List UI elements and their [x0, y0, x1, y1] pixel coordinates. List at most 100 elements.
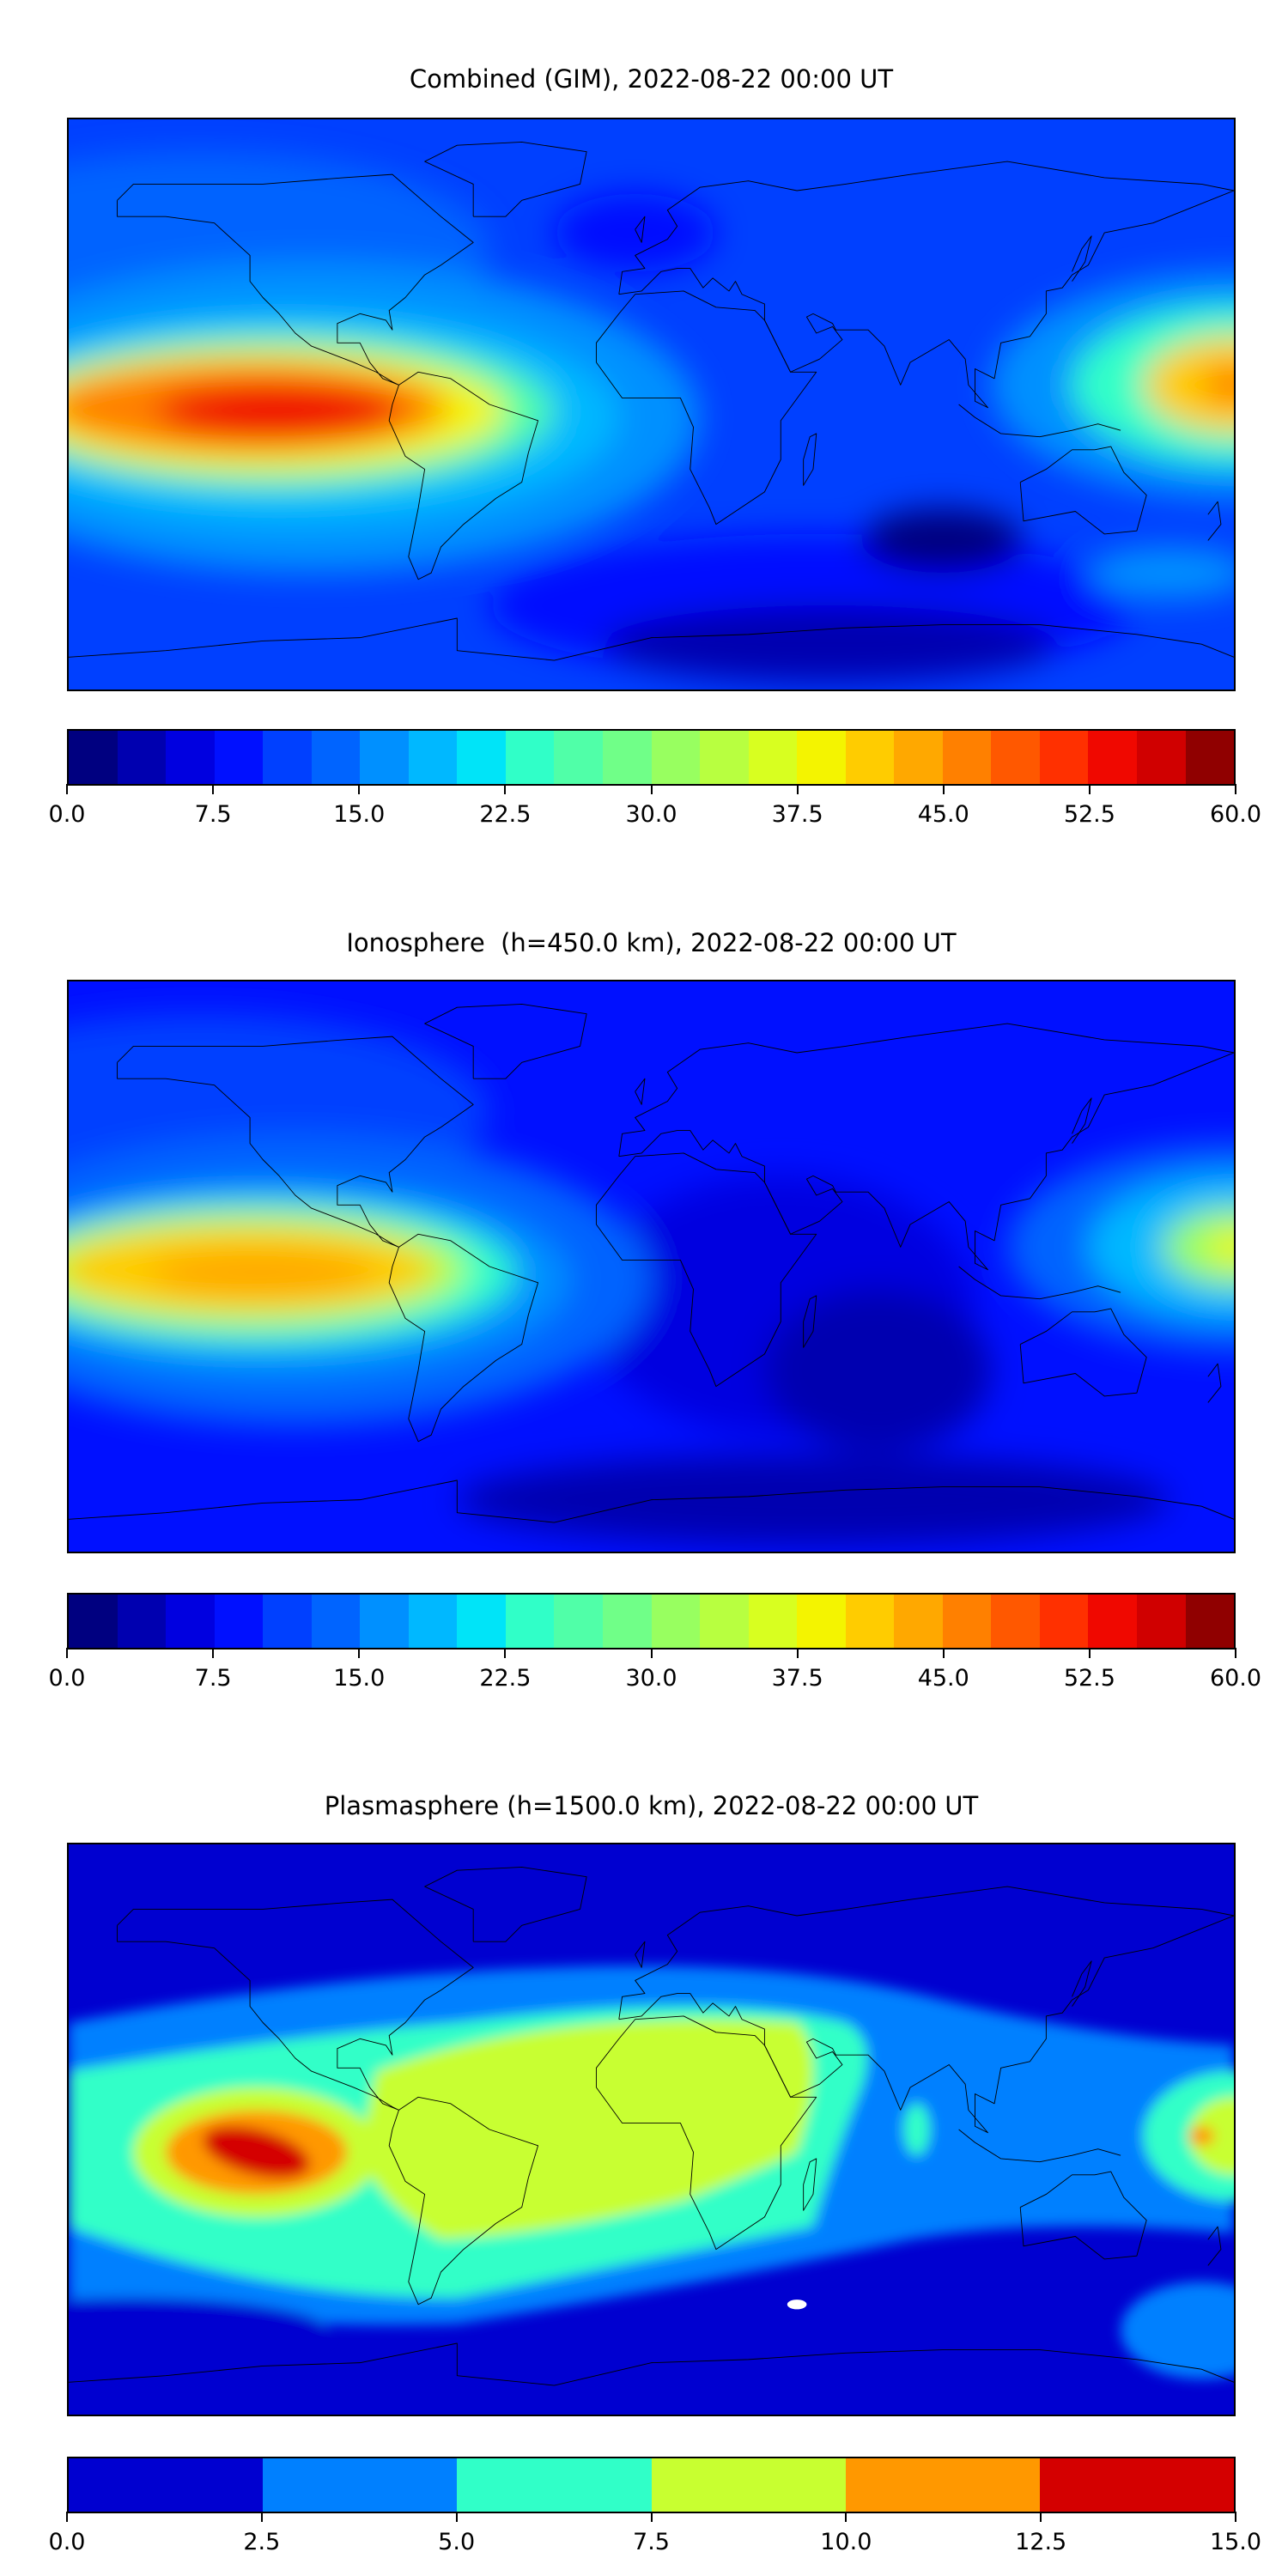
panel-title-plasmasphere: Plasmasphere (h=1500.0 km), 2022-08-22 0…: [324, 1791, 979, 1820]
colorbar-level: [1088, 731, 1138, 784]
colorbar-level: [651, 1595, 701, 1648]
colorbar-level: [797, 731, 846, 784]
colorbar-level: [117, 731, 167, 784]
colorbar-tick-mark: [504, 1648, 507, 1658]
panel-title-combined: Combined (GIM), 2022-08-22 00:00 UT: [409, 64, 894, 94]
colorbar-tick-label: 5.0: [438, 2529, 476, 2555]
colorbar-tick-mark: [66, 784, 68, 794]
colorbar-tick-mark: [1040, 2512, 1042, 2522]
colorbar-level: [166, 731, 215, 784]
colorbar-tick-label: 30.0: [625, 1665, 677, 1692]
colorbar-level: [1088, 1595, 1138, 1648]
colorbar-tick-mark: [1235, 784, 1236, 794]
colorbar-tick-mark: [504, 784, 507, 794]
colorbar-tick-label: 2.5: [243, 2529, 281, 2555]
colorbar-tick-label: 0.0: [48, 801, 86, 828]
colorbar-level: [1185, 731, 1235, 784]
colorbar-tick-mark: [796, 784, 799, 794]
colorbar-level: [651, 2458, 846, 2512]
colorbar-tick-mark: [796, 1648, 799, 1658]
colorbar-tick-label: 22.5: [479, 1665, 532, 1692]
colorbar-level: [603, 1595, 652, 1648]
colorbar-ticks-ionosphere: 0.0 7.5 15.0 22.5 30.0 37.5 45.0 52.5 60.0: [49, 1648, 1261, 1699]
colorbar-tick-mark: [66, 2512, 68, 2522]
colorbar-level: [942, 731, 992, 784]
colorbar-level: [457, 731, 506, 784]
colorbar-ticks-plasmasphere: 0.0 2.5 5.0 7.5 10.0 12.5 15.0: [49, 2512, 1261, 2563]
colorbar-level: [311, 731, 361, 784]
colorbar-tick-label: 15.0: [333, 801, 386, 828]
colorbar-tick-label: 37.5: [771, 1665, 823, 1692]
colorbar-tick-mark: [650, 2512, 653, 2522]
colorbar-tick-mark: [650, 784, 653, 794]
colorbar-ionosphere: [67, 1593, 1236, 1649]
panel-title-ionosphere: Ionosphere (h=450.0 km), 2022-08-22 00:0…: [346, 928, 957, 957]
colorbar-level: [263, 731, 312, 784]
colorbar-tick-mark: [845, 2512, 848, 2522]
colorbar-combined: [67, 729, 1236, 786]
colorbar-level: [845, 2458, 1040, 2512]
colorbar-tick-label: 7.5: [633, 2529, 670, 2555]
colorbar-tick-mark: [358, 1648, 361, 1658]
colorbar-tick-mark: [1088, 784, 1091, 794]
colorbar-level: [1039, 1595, 1089, 1648]
colorbar-tick-label: 12.5: [1015, 2529, 1067, 2555]
colorbar-level: [1137, 731, 1186, 784]
colorbar-plasmasphere: [67, 2457, 1236, 2513]
colorbar-tick-label: 60.0: [1209, 1665, 1262, 1692]
colorbar-tick-label: 22.5: [479, 801, 532, 828]
colorbar-tick-label: 52.5: [1063, 801, 1115, 828]
colorbar-tick-label: 45.0: [917, 1665, 969, 1692]
colorbar-level: [748, 1595, 798, 1648]
colorbar-level: [214, 1595, 264, 1648]
colorbar-level: [942, 1595, 992, 1648]
colorbar-tick-mark: [1235, 2512, 1236, 2522]
colorbar-tick-label: 15.0: [1209, 2529, 1262, 2555]
colorbar-level: [554, 731, 604, 784]
colorbar-tick-label: 60.0: [1209, 801, 1262, 828]
map-ionosphere: [67, 980, 1236, 1553]
colorbar-level: [748, 731, 798, 784]
colorbar-level: [69, 1595, 118, 1648]
map-plasmasphere: [67, 1843, 1236, 2416]
colorbar-tick-mark: [1088, 1648, 1091, 1658]
colorbar-tick-label: 45.0: [917, 801, 969, 828]
colorbar-tick-label: 7.5: [194, 801, 232, 828]
colorbar-level: [408, 731, 458, 784]
colorbar-level: [797, 1595, 846, 1648]
colorbar-level: [1039, 2458, 1235, 2512]
colorbar-tick-label: 0.0: [48, 2529, 86, 2555]
colorbar-tick-mark: [942, 1648, 945, 1658]
colorbar-level: [263, 2458, 458, 2512]
colorbar-level: [69, 2458, 264, 2512]
colorbar-level: [263, 1595, 312, 1648]
colorbar-level: [1137, 1595, 1186, 1648]
colorbar-level: [991, 1595, 1040, 1648]
colorbar-tick-mark: [650, 1648, 653, 1658]
colorbar-tick-mark: [66, 1648, 68, 1658]
map-combined: [67, 118, 1236, 691]
colorbar-level: [603, 731, 652, 784]
colorbar-tick-mark: [942, 784, 945, 794]
colorbar-level: [845, 1595, 895, 1648]
colorbar-tick-mark: [212, 1648, 215, 1658]
colorbar-level: [991, 731, 1040, 784]
colorbar-level: [69, 731, 118, 784]
colorbar-tick-mark: [212, 784, 215, 794]
colorbar-level: [505, 1595, 555, 1648]
colorbar-level: [360, 1595, 409, 1648]
colorbar-level: [505, 731, 555, 784]
colorbar-level: [457, 2458, 652, 2512]
colorbar-level: [700, 731, 749, 784]
colorbar-tick-label: 10.0: [820, 2529, 872, 2555]
colorbar-level: [408, 1595, 458, 1648]
colorbar-level: [311, 1595, 361, 1648]
colorbar-tick-label: 0.0: [48, 1665, 86, 1692]
colorbar-level: [166, 1595, 215, 1648]
colorbar-tick-mark: [358, 784, 361, 794]
colorbar-tick-label: 37.5: [771, 801, 823, 828]
colorbar-level: [214, 731, 264, 784]
colorbar-tick-label: 7.5: [194, 1665, 232, 1692]
colorbar-tick-label: 52.5: [1063, 1665, 1115, 1692]
colorbar-level: [360, 731, 409, 784]
